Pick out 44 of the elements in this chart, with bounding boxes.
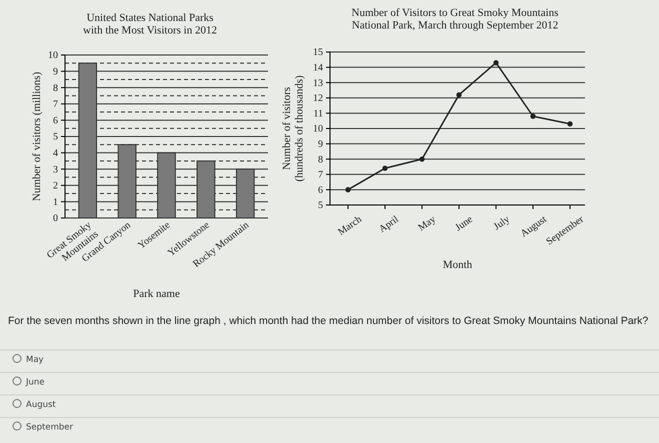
point <box>419 156 425 162</box>
y-tick-label: 7 <box>53 99 58 110</box>
y-tick-label: 6 <box>53 115 58 126</box>
y-tick-label: 5 <box>318 200 323 212</box>
y-tick-label: 9 <box>53 66 58 78</box>
y-tick-label: 14 <box>313 62 323 74</box>
x-axis-title: Park name <box>133 288 180 300</box>
y-tick-label: 10 <box>313 124 323 135</box>
chart-title: United States National Parks with the Most Visitors in 2012 <box>83 12 217 37</box>
point <box>567 121 573 127</box>
y-tick-label: 13 <box>313 78 323 89</box>
y-tick-label: 7 <box>318 170 323 181</box>
point <box>345 187 351 192</box>
y-axis-title: Number of visitors (millions) <box>31 72 43 202</box>
y-tick-label: 15 <box>313 47 323 58</box>
y-tick-label: 2 <box>53 180 58 192</box>
y-tick-label: 8 <box>318 154 323 166</box>
y-tick-label: 10 <box>48 50 58 62</box>
y-tick-label: 3 <box>53 164 58 176</box>
y-tick-label: 4 <box>53 148 58 159</box>
y-tick-label: 9 <box>318 139 323 150</box>
point <box>493 60 499 66</box>
y-tick-label: 6 <box>318 184 323 196</box>
text: June <box>25 378 45 388</box>
text: August <box>26 400 56 410</box>
y-tick-label: 8 <box>53 82 58 94</box>
y-tick-label: 12 <box>313 93 323 104</box>
chart-title: Number of Visitors to Great Smoky Mountains National Park, March through September 2012 <box>352 7 558 32</box>
x-tick-label: May <box>416 214 438 234</box>
x-tick-label: July <box>492 214 512 233</box>
text: May <box>26 355 44 365</box>
x-tick-label: June <box>453 214 476 234</box>
y-tick-label: 5 <box>53 132 58 143</box>
y-tick-label: 11 <box>313 108 323 120</box>
y-axis-title: Number of visitors (hundreds of thousands) <box>281 75 306 182</box>
point <box>456 92 462 98</box>
point <box>382 166 388 171</box>
y-tick-label: 0 <box>53 213 58 224</box>
text: For the seven months shown in the line graph , which month had the median number of visitors to Great Smoky Mountains National Park? <box>8 315 648 327</box>
x-tick-label: April <box>377 214 401 236</box>
text: September <box>26 422 74 432</box>
x-axis-title: Month <box>442 259 473 271</box>
point <box>530 114 536 119</box>
y-tick-label: 1 <box>53 196 58 208</box>
